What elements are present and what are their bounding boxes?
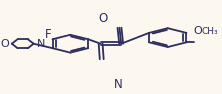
- Text: N: N: [36, 39, 45, 49]
- Text: N: N: [114, 78, 123, 91]
- Text: CH₃: CH₃: [202, 27, 219, 36]
- Text: O: O: [99, 12, 108, 25]
- Text: O: O: [1, 39, 9, 49]
- Text: O: O: [194, 26, 202, 36]
- Text: F: F: [45, 28, 52, 41]
